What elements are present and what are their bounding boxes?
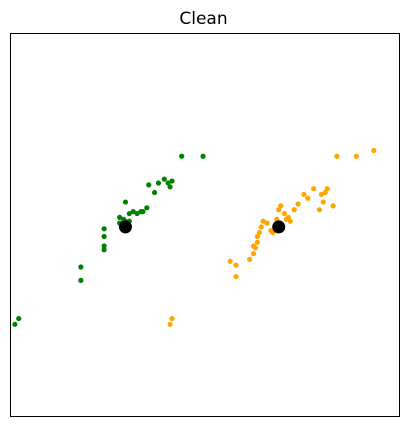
data-point-series-2-29 bbox=[311, 186, 317, 192]
data-point-series-2-20 bbox=[278, 203, 284, 209]
data-point-series-2-36 bbox=[353, 153, 359, 159]
data-point-series-2-26 bbox=[295, 201, 301, 207]
data-point-series-1-7 bbox=[101, 233, 107, 240]
data-point-series-2-30 bbox=[318, 191, 324, 198]
data-point-series-1-29 bbox=[167, 184, 173, 190]
data-point-series-1-1 bbox=[12, 321, 18, 327]
centroid-marker-1 bbox=[118, 220, 132, 234]
plot-frame bbox=[10, 33, 400, 417]
data-point-series-2-5 bbox=[233, 262, 239, 268]
data-point-series-2-38 bbox=[316, 207, 323, 213]
data-point-series-2-13 bbox=[258, 224, 264, 230]
data-point-series-1-24 bbox=[146, 182, 152, 188]
centroid-marker-2 bbox=[272, 220, 286, 234]
data-point-series-1-3 bbox=[78, 277, 84, 283]
data-point-series-1-26 bbox=[155, 180, 162, 186]
data-point-series-2-11 bbox=[254, 233, 260, 240]
data-point-series-1-17 bbox=[126, 210, 132, 217]
data-point-series-1-22 bbox=[140, 209, 146, 215]
data-point-series-2-6 bbox=[247, 256, 253, 262]
data-point-series-1-25 bbox=[151, 189, 158, 196]
data-point-series-2-19 bbox=[276, 207, 282, 213]
data-point-series-1-5 bbox=[101, 247, 107, 253]
data-point-series-2-24 bbox=[287, 218, 293, 224]
data-point-series-2-21 bbox=[281, 210, 288, 217]
data-point-series-2-10 bbox=[254, 239, 260, 245]
data-point-series-1-6 bbox=[101, 243, 107, 249]
data-point-series-2-33 bbox=[324, 186, 330, 192]
data-point-series-2-2 bbox=[169, 315, 175, 322]
data-point-series-1-32 bbox=[200, 153, 206, 159]
data-point-series-2-9 bbox=[252, 245, 259, 251]
data-point-series-2-28 bbox=[305, 195, 311, 201]
data-point-series-2-35 bbox=[334, 153, 340, 159]
data-point-series-2-37 bbox=[371, 147, 377, 154]
data-point-series-2-15 bbox=[264, 220, 270, 226]
data-point-series-2-34 bbox=[330, 203, 336, 209]
points-layer bbox=[12, 147, 377, 327]
data-point-series-1-31 bbox=[179, 153, 185, 159]
data-point-series-1-19 bbox=[130, 209, 136, 215]
data-point-series-1-23 bbox=[144, 205, 150, 211]
data-point-series-2-1 bbox=[167, 321, 173, 327]
data-point-series-2-31 bbox=[320, 199, 326, 205]
data-point-series-2-14 bbox=[260, 218, 266, 224]
data-point-series-1-10 bbox=[117, 214, 123, 220]
data-point-series-1-28 bbox=[165, 180, 171, 186]
data-point-series-2-25 bbox=[291, 207, 297, 213]
data-point-series-1-8 bbox=[101, 226, 107, 232]
data-point-series-1-4 bbox=[78, 264, 84, 270]
data-point-series-2-4 bbox=[233, 273, 239, 280]
data-point-series-1-30 bbox=[169, 178, 175, 184]
data-point-series-2-8 bbox=[250, 251, 257, 257]
centroids-layer bbox=[118, 220, 286, 234]
data-point-series-2-27 bbox=[301, 191, 307, 198]
chart-title: Clean bbox=[179, 9, 227, 29]
data-point-series-1-13 bbox=[122, 199, 129, 205]
data-point-series-2-12 bbox=[256, 230, 262, 236]
data-point-series-1-27 bbox=[161, 176, 167, 182]
data-point-series-2-3 bbox=[227, 258, 233, 264]
data-point-series-1-20 bbox=[134, 210, 140, 217]
data-point-series-1-2 bbox=[16, 315, 22, 322]
